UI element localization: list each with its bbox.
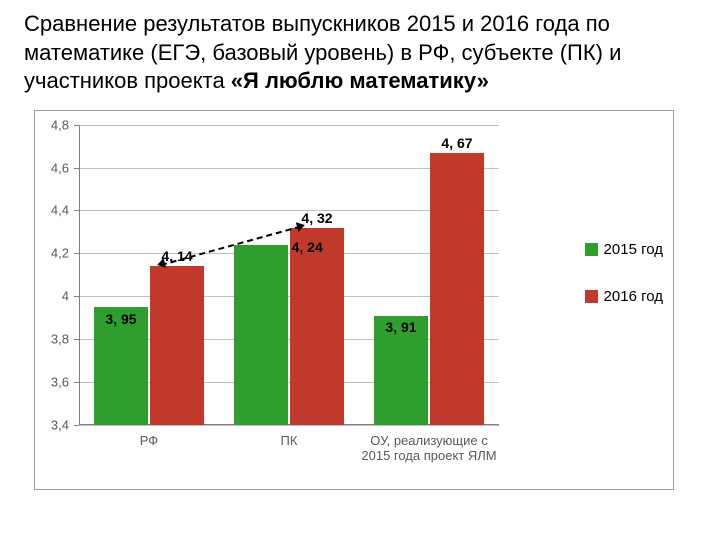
slide-title: Сравнение результатов выпускников 2015 и… (24, 10, 696, 96)
legend-swatch (585, 243, 598, 256)
bar (290, 228, 343, 425)
y-axis-label: 4,6 (51, 160, 69, 175)
category-label: ПК (219, 433, 359, 448)
data-label: 3, 91 (385, 319, 416, 335)
bar (234, 245, 287, 425)
y-axis-label: 3,8 (51, 332, 69, 347)
data-label: 4, 32 (301, 210, 332, 226)
legend-item: 2015 год (585, 241, 663, 258)
y-axis-label: 4,2 (51, 246, 69, 261)
gridline (79, 125, 499, 126)
gridline (79, 425, 499, 426)
legend-label: 2016 год (604, 288, 663, 305)
bar (150, 266, 203, 425)
legend-swatch (585, 290, 598, 303)
y-axis-label: 3,6 (51, 374, 69, 389)
category-label: РФ (79, 433, 219, 448)
data-label: 4, 67 (441, 135, 472, 151)
y-axis-label: 4,8 (51, 117, 69, 132)
y-axis-label: 4,4 (51, 203, 69, 218)
data-label: 4, 24 (292, 239, 323, 255)
legend-label: 2015 год (604, 241, 663, 258)
y-axis-label: 4 (62, 289, 69, 304)
legend: 2015 год 2016 год (585, 231, 663, 335)
y-tick (74, 425, 79, 426)
chart-container: 3,4 3,6 3,8 4 4,2 4,4 4,6 4,8 РФПКОУ, реализующи… (34, 110, 674, 490)
y-axis-label: 3,4 (51, 417, 69, 432)
data-label: 3, 95 (105, 311, 136, 327)
category-label: ОУ, реализующие с 2015 года проект ЯЛМ (359, 433, 499, 463)
plot-area: 3,43,63,844,24,44,64,8РФПКОУ, реализующи… (79, 125, 499, 425)
title-bold: «Я люблю математику» (231, 68, 489, 93)
legend-item: 2016 год (585, 288, 663, 305)
y-axis (79, 125, 80, 425)
bar (430, 153, 483, 425)
